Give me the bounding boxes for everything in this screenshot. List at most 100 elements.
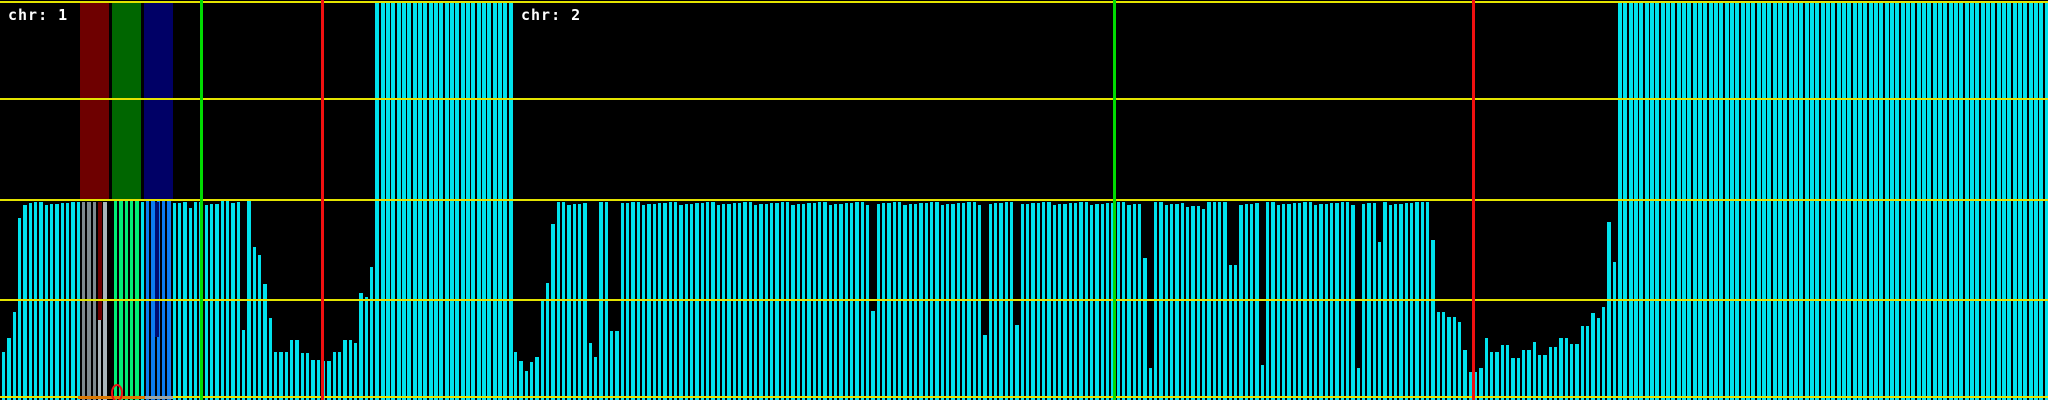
coverage-bar [1399, 204, 1403, 400]
coverage-bar [1239, 205, 1243, 400]
coverage-bar [1388, 205, 1393, 400]
coverage-bar [524, 371, 529, 400]
coverage-bar [1084, 202, 1089, 400]
coverage-bar [332, 352, 337, 400]
coverage-bar [423, 3, 428, 400]
coverage-bar [769, 203, 774, 400]
coverage-bar [1569, 344, 1574, 400]
coverage-bar [1116, 202, 1121, 400]
coverage-bar [396, 3, 401, 400]
coverage-bar [1153, 202, 1158, 400]
coverage-bar [615, 331, 619, 400]
coverage-bar [1521, 350, 1526, 400]
coverage-bar [705, 202, 710, 400]
green-cursor-line[interactable] [200, 0, 204, 400]
coverage-bar [887, 203, 891, 400]
coverage-bar [1751, 3, 1756, 400]
green-cursor-line[interactable] [1113, 0, 1117, 400]
red-cursor-line[interactable] [321, 0, 325, 400]
coverage-bar [801, 204, 806, 400]
coverage-bar [903, 205, 907, 400]
coverage-bar [103, 202, 107, 400]
coverage-bar [1969, 3, 1975, 400]
coverage-bar [929, 202, 934, 400]
coverage-bar [1228, 265, 1233, 400]
coverage-bar [588, 343, 593, 400]
coverage-bar [2044, 3, 2048, 400]
coverage-bar [55, 204, 59, 400]
coverage-bar [183, 202, 187, 400]
coverage-bar [593, 357, 598, 400]
coverage-bar [1025, 204, 1030, 400]
coverage-bar [241, 330, 246, 400]
coverage-bar [1420, 202, 1425, 400]
coverage-bar [1676, 3, 1681, 400]
coverage-bar [604, 202, 609, 400]
coverage-bar [497, 3, 503, 400]
coverage-bar [519, 361, 523, 400]
coverage-bar [1121, 202, 1126, 400]
coverage-bar [1895, 3, 1900, 400]
coverage-bar [268, 318, 273, 400]
coverage-bar [172, 203, 177, 400]
coverage-bar [311, 360, 315, 400]
coverage-bar [711, 202, 715, 400]
coverage-bar [2039, 3, 2044, 400]
coverage-bar [1553, 347, 1558, 400]
coverage-bar [359, 293, 363, 400]
coverage-bar [572, 204, 577, 400]
coverage-bar [545, 283, 550, 400]
coverage-bar [471, 3, 476, 400]
coverage-bar [796, 204, 801, 400]
coverage-bar [833, 204, 838, 400]
coverage-bar [1009, 202, 1014, 400]
coverage-bar [1703, 3, 1708, 400]
coverage-bar [631, 202, 635, 400]
coverage-bar [1447, 317, 1451, 400]
coverage-bar [1436, 312, 1441, 400]
coverage-bar [561, 202, 566, 400]
coverage-bar [1052, 205, 1057, 400]
coverage-bar [279, 352, 283, 400]
coverage-bar [1484, 352, 1489, 400]
coverage-bar [1937, 3, 1943, 400]
coverage-bar [1463, 367, 1467, 400]
red-cursor-line[interactable] [1472, 0, 1476, 400]
coverage-bar [407, 3, 412, 400]
coverage-bar [609, 331, 614, 400]
coverage-bar [780, 202, 785, 400]
coverage-bar [1244, 204, 1249, 400]
coverage-bar [236, 202, 241, 400]
coverage-bar [1857, 3, 1863, 400]
coverage-bar [1873, 3, 1879, 400]
coverage-bar [1404, 203, 1409, 400]
coverage-bar [791, 205, 795, 400]
coverage-bar [1665, 3, 1671, 400]
annotation-band [144, 3, 173, 200]
gridline-horizontal [0, 299, 2048, 301]
coverage-bar [1639, 3, 1644, 400]
coverage-bar [1692, 3, 1697, 400]
gridline-horizontal [0, 98, 2048, 100]
coverage-bar [1889, 3, 1895, 400]
coverage-bar [1724, 3, 1729, 400]
coverage-bar [1985, 3, 1991, 400]
coverage-bar [1879, 3, 1884, 400]
coverage-bar [1377, 242, 1382, 400]
coverage-bar [817, 202, 822, 400]
coverage-bar [252, 247, 257, 400]
coverage-bar [327, 361, 331, 400]
coverage-bar [380, 3, 385, 400]
coverage-bar [1047, 202, 1051, 400]
coverage-bar [636, 202, 641, 400]
coverage-bar [1516, 358, 1521, 400]
coverage-bar [1633, 3, 1639, 400]
coverage-bar [1217, 202, 1222, 400]
coverage-bar [935, 202, 939, 400]
coverage-bar [673, 202, 678, 400]
coverage-bar [1287, 204, 1291, 400]
coverage-bar [23, 205, 27, 400]
coverage-bar [1159, 202, 1163, 400]
coverage-bar [1495, 352, 1499, 400]
